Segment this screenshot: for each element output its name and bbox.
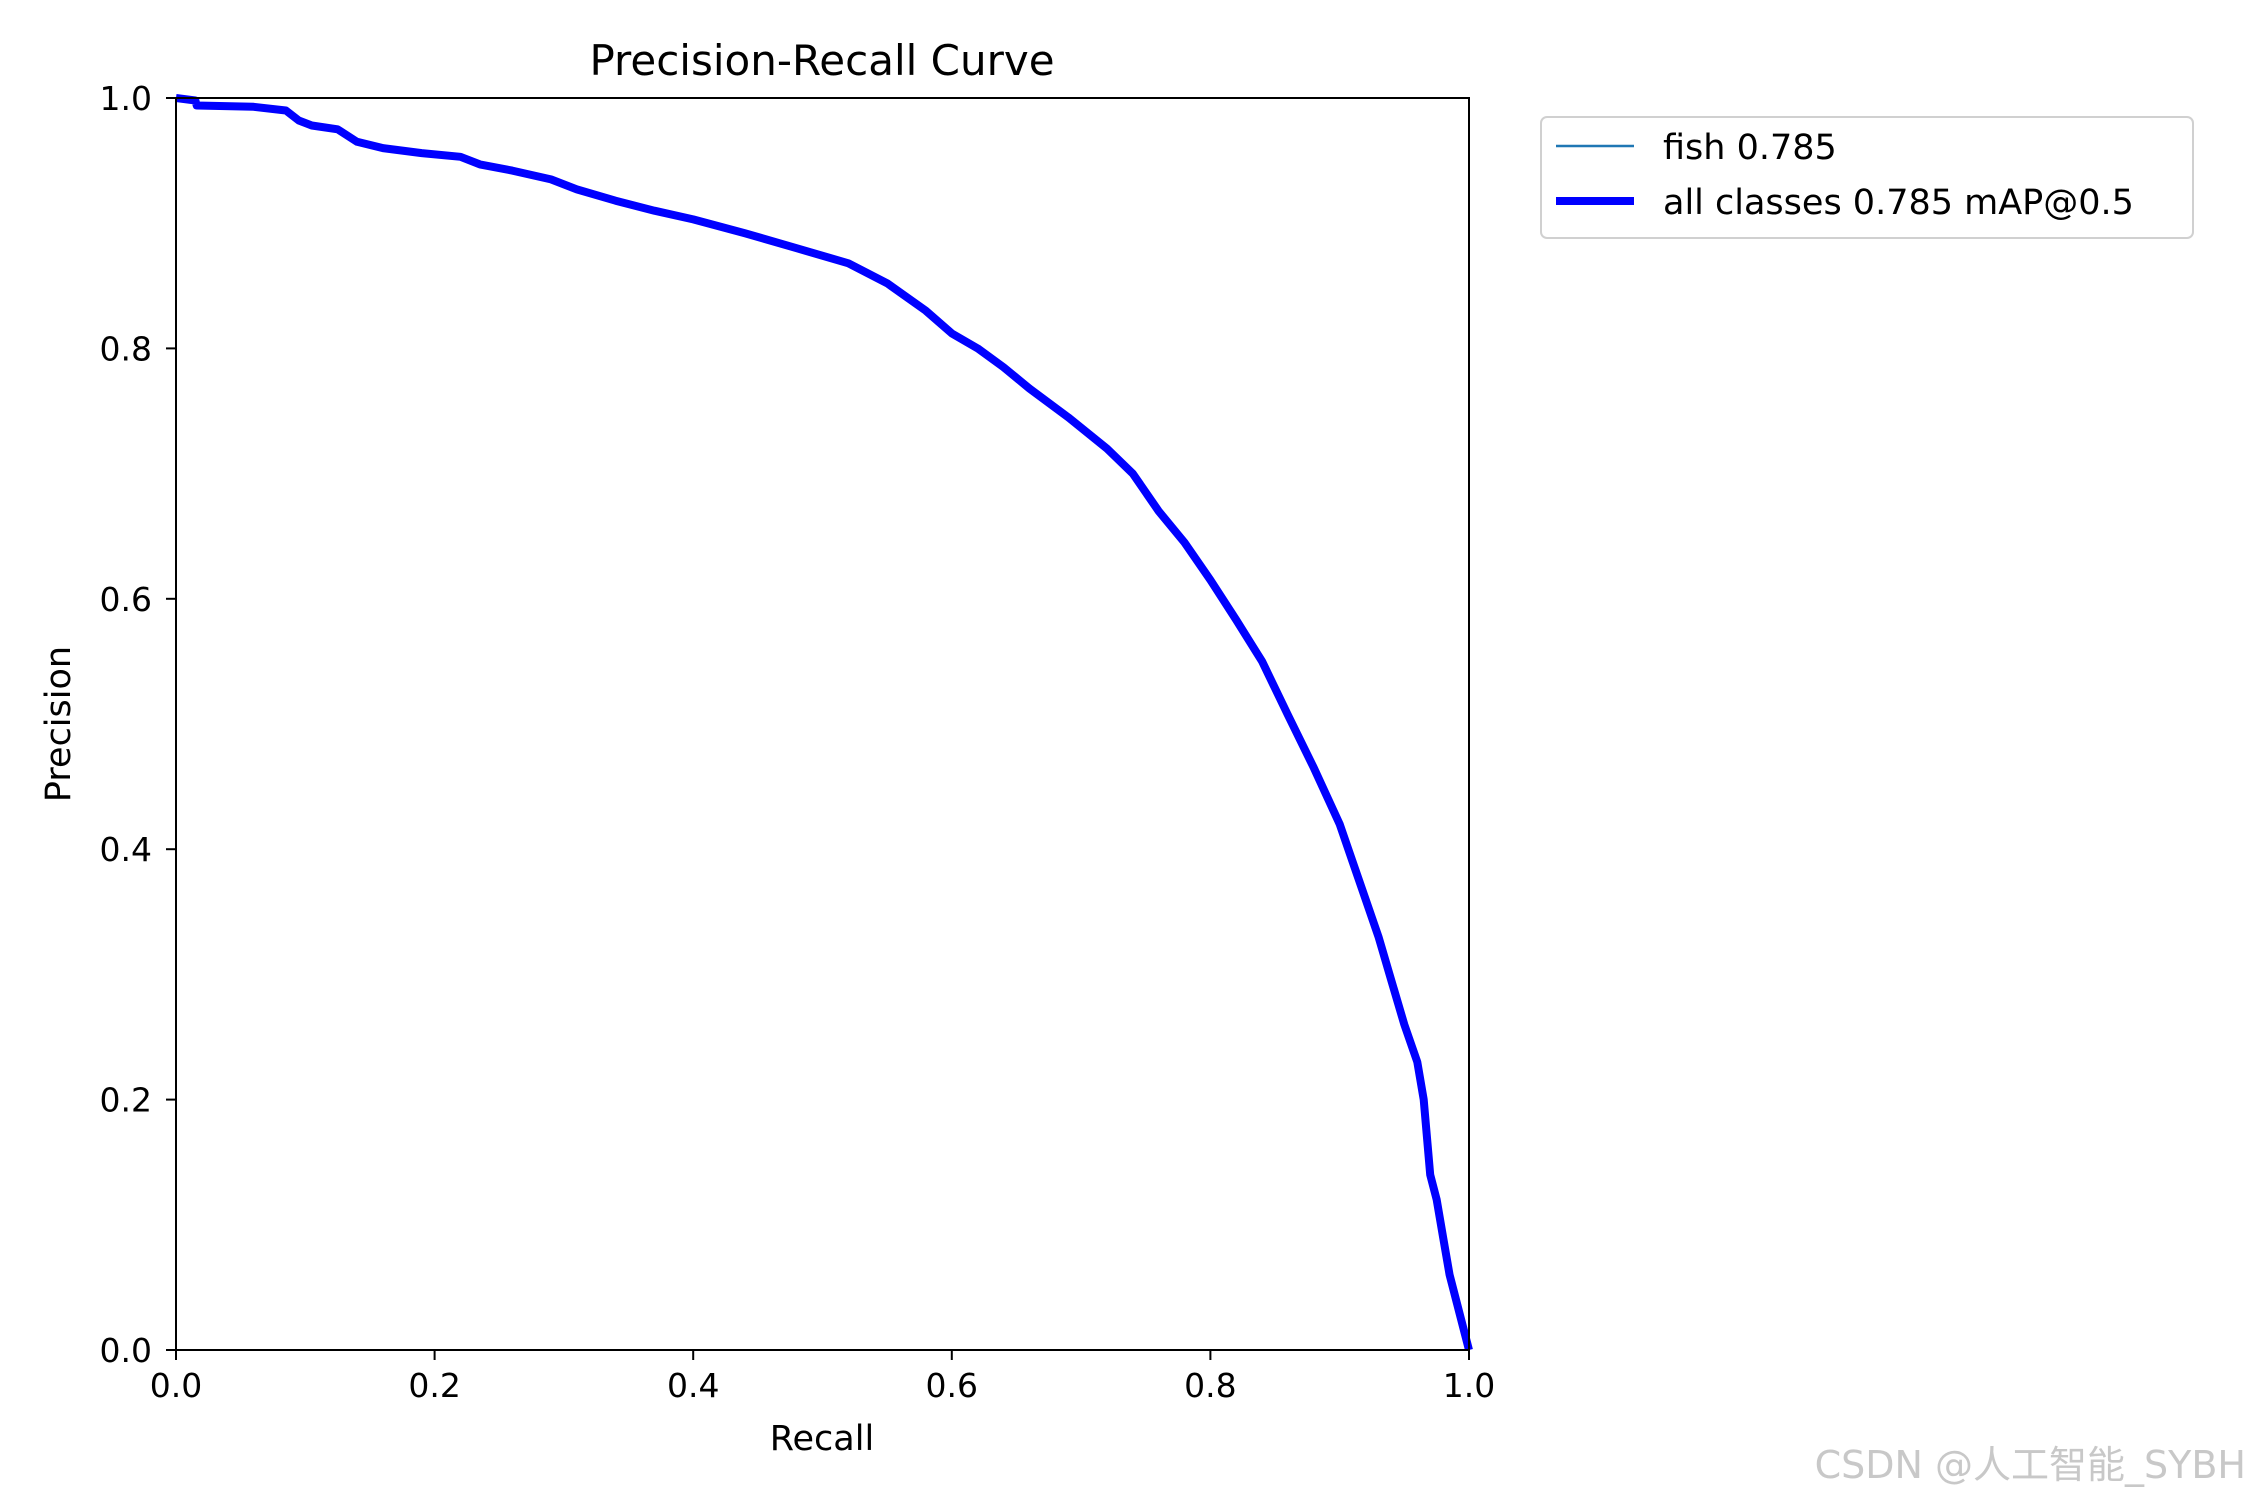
x-tick-label: 0.2 — [408, 1366, 460, 1405]
y-tick-label: 0.0 — [100, 1331, 152, 1370]
y-axis-title: Precision — [39, 646, 79, 802]
watermark-text: CSDN @人工智能_SYBH — [1815, 1443, 2246, 1487]
y-tick-label: 0.8 — [100, 329, 152, 368]
series-line-all-classes — [175, 94, 1473, 1352]
y-tick-label: 1.0 — [100, 79, 152, 118]
plot-curves — [175, 94, 1473, 1352]
plot-frame — [175, 97, 1470, 1351]
legend-label-all-classes: all classes 0.785 mAP@0.5 — [1663, 183, 2134, 223]
y-tick-label: 0.4 — [100, 830, 152, 869]
x-tick-label: 0.4 — [667, 1366, 719, 1405]
legend: fish 0.785 all classes 0.785 mAP@0.5 — [1540, 116, 2194, 239]
legend-label-fish: fish 0.785 — [1663, 128, 1837, 168]
chart-title: Precision-Recall Curve — [589, 36, 1054, 85]
legend-box — [1540, 116, 2194, 239]
y-axis-ticks: 0.0 0.2 0.4 0.6 0.8 1.0 — [100, 79, 176, 1370]
x-tick-label: 0.6 — [926, 1366, 978, 1405]
x-tick-label: 0.0 — [150, 1366, 202, 1405]
x-tick-label: 1.0 — [1443, 1366, 1495, 1405]
y-tick-label: 0.2 — [100, 1081, 152, 1120]
y-tick-label: 0.6 — [100, 580, 152, 619]
x-tick-label: 0.8 — [1184, 1366, 1236, 1405]
x-axis-ticks: 0.0 0.2 0.4 0.6 0.8 1.0 — [150, 1350, 1495, 1405]
x-axis-title: Recall — [770, 1419, 874, 1459]
